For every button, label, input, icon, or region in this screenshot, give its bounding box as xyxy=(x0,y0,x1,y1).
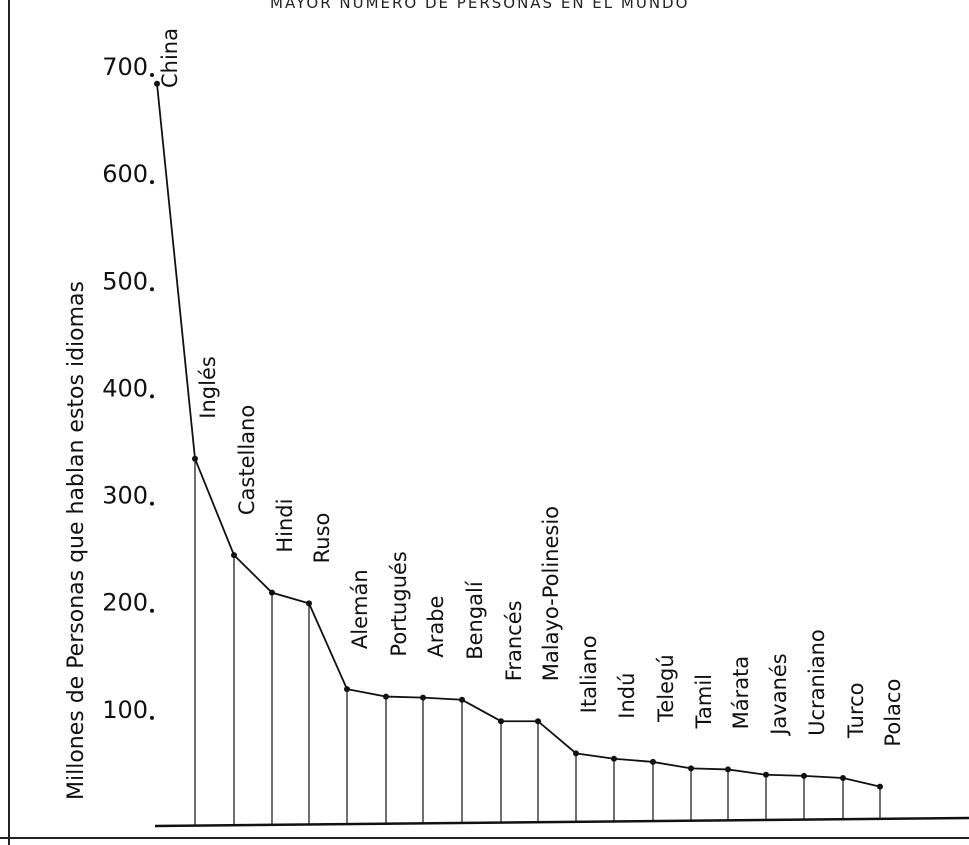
category-label: Hindi xyxy=(273,499,297,553)
y-tick-mark xyxy=(150,73,154,77)
series-line xyxy=(156,83,881,788)
data-point xyxy=(306,600,312,607)
data-point xyxy=(688,765,694,772)
y-tick-mark xyxy=(150,715,154,720)
data-point xyxy=(383,693,389,700)
data-point xyxy=(611,755,617,762)
category-label: Inglés xyxy=(196,356,220,419)
data-point xyxy=(459,696,465,703)
y-tick-label: 100 xyxy=(102,696,148,724)
y-tick-label: 300 xyxy=(102,482,148,510)
data-point xyxy=(420,694,426,701)
data-point xyxy=(877,783,883,790)
y-tick-mark xyxy=(150,394,154,399)
data-point xyxy=(573,750,579,757)
data-point xyxy=(344,686,350,693)
category-label: Portugués xyxy=(387,551,411,656)
y-tick-mark xyxy=(150,608,154,613)
chart-title: MAYOR NUMERO DE PERSONAS EN EL MUNDO xyxy=(270,0,690,12)
data-point xyxy=(763,771,769,778)
data-point xyxy=(650,758,656,765)
y-tick-mark xyxy=(150,180,154,185)
y-tick-label: 400 xyxy=(102,374,148,402)
category-label: China xyxy=(158,28,182,88)
category-label: Italiano xyxy=(577,635,601,713)
y-tick-label: 700 xyxy=(102,53,148,81)
x-axis xyxy=(154,816,969,828)
data-point xyxy=(269,589,275,596)
data-point xyxy=(801,772,807,779)
y-tick-mark xyxy=(150,501,154,506)
category-label: Indú xyxy=(615,673,639,719)
category-label: Polaco xyxy=(881,679,905,747)
category-label: Ucraniano xyxy=(805,629,829,736)
category-label: Alemán xyxy=(348,569,372,649)
y-tick-label: 600 xyxy=(102,160,148,188)
category-label: Javanés xyxy=(767,653,791,737)
data-point xyxy=(154,80,160,87)
y-tick-mark xyxy=(150,287,154,292)
data-point xyxy=(725,766,731,773)
category-label: Francés xyxy=(502,600,526,681)
data-point xyxy=(840,775,846,781)
data-point xyxy=(192,455,198,462)
data-point xyxy=(498,718,504,725)
y-tick-label: 500 xyxy=(102,267,148,295)
category-label: Tamil xyxy=(692,674,716,729)
y-tick-label: 200 xyxy=(102,589,148,617)
category-label: Castellano xyxy=(235,405,259,515)
category-label: Malayo-Polinesio xyxy=(539,506,563,681)
category-label: Ruso xyxy=(310,513,334,564)
category-label: Arabe xyxy=(424,596,448,658)
category-label: Turco xyxy=(844,682,868,739)
category-label: Telegú xyxy=(654,654,678,723)
data-point xyxy=(231,552,237,559)
category-label: Márata xyxy=(729,656,753,730)
category-label: Bengalí xyxy=(463,580,487,660)
data-point xyxy=(535,718,541,725)
